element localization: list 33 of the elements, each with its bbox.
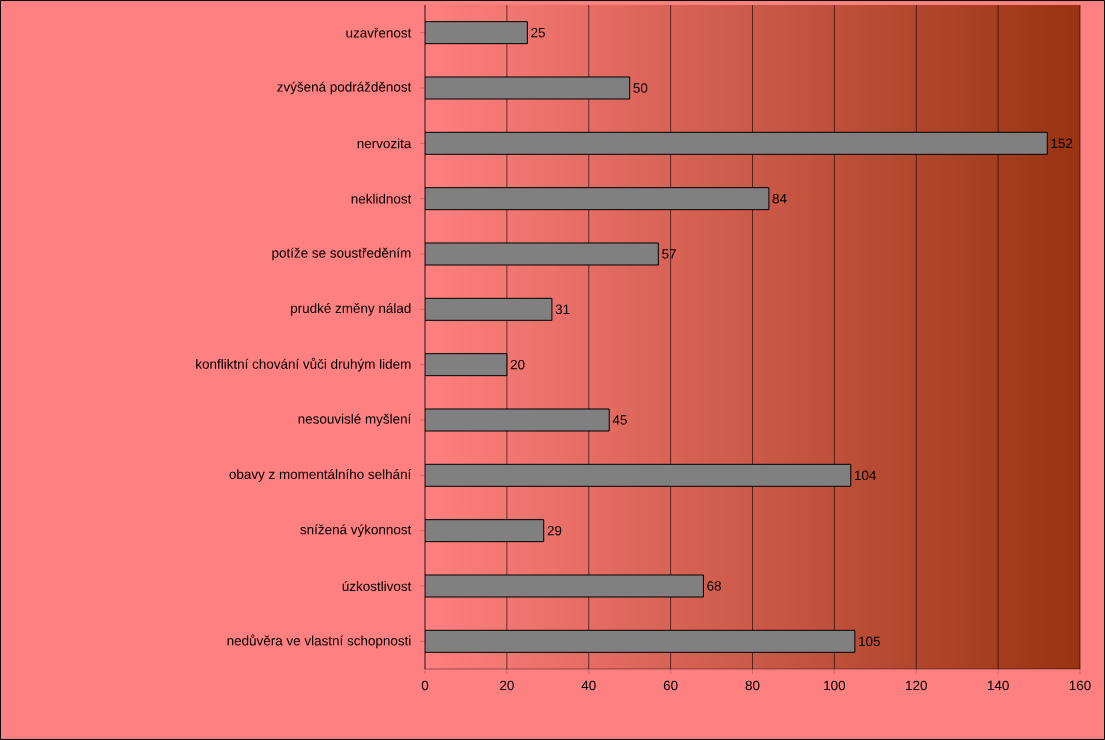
- data-label: 84: [772, 193, 787, 204]
- y-tick-label: prudké změny nálad: [291, 302, 411, 316]
- x-tick-label: 140: [987, 680, 1009, 691]
- data-label: 152: [1051, 138, 1073, 149]
- data-label: 104: [854, 470, 877, 481]
- y-tick-label: obavy z momentálního selhání: [229, 468, 412, 482]
- y-tick-label: konfliktní chování vůči druhým lidem: [196, 357, 411, 372]
- y-tick-label: uzavřenost: [346, 27, 412, 38]
- data-label: 57: [662, 249, 676, 259]
- y-tick-label: nervozita: [357, 138, 412, 149]
- data-label: 50: [633, 83, 648, 93]
- x-tick-label: 120: [906, 680, 927, 691]
- x-tick-label: 80: [745, 680, 760, 691]
- y-tick-label: snížená výkonnost: [300, 524, 412, 538]
- y-tick-label: potíže se soustředěním: [272, 247, 411, 261]
- x-tick-label: 40: [581, 680, 596, 691]
- data-label: 68: [707, 581, 721, 591]
- data-label: 20: [510, 359, 525, 370]
- data-label: 25: [531, 27, 545, 38]
- y-tick-label: nedůvěra ve vlastní schopnosti: [227, 634, 411, 649]
- y-tick-label: úzkostlivost: [342, 580, 412, 591]
- x-tick-label: 60: [663, 680, 678, 691]
- x-tick-label: 100: [824, 680, 846, 691]
- x-tick-label: 0: [421, 680, 429, 691]
- y-tick-label: zvýšená podrážděnost: [277, 81, 412, 95]
- data-label: 31: [555, 304, 570, 315]
- data-label: 45: [612, 415, 627, 425]
- x-tick-label: 160: [1069, 680, 1091, 691]
- x-tick-label: 20: [500, 680, 514, 691]
- data-label: 29: [547, 525, 562, 536]
- y-tick-label: neklidnost: [351, 193, 412, 204]
- data-label: 105: [859, 636, 880, 647]
- y-tick-label: nesouvislé myšlení: [298, 413, 412, 427]
